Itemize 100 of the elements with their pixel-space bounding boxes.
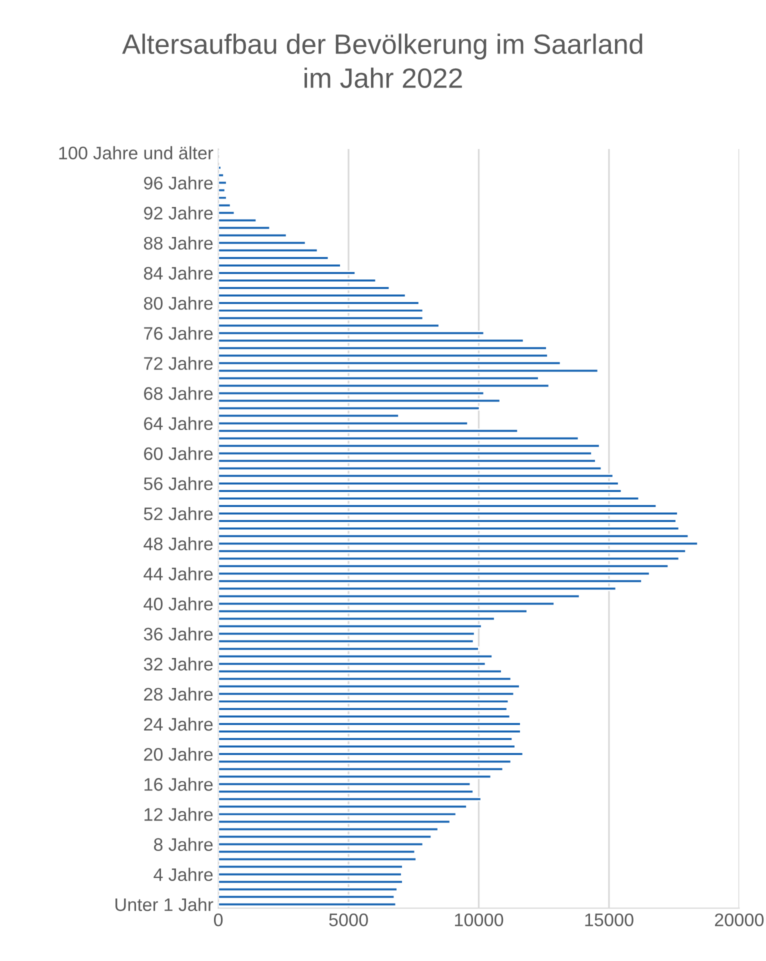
bar: [218, 360, 562, 366]
bar: [218, 511, 678, 516]
bar: [218, 390, 485, 396]
bar: [218, 474, 614, 478]
bar: [218, 466, 602, 471]
y-tick-label: 32 Jahre: [144, 657, 213, 671]
bar: [218, 496, 640, 501]
bar: [218, 458, 596, 464]
bar: [218, 638, 474, 644]
x-tick-label: 15000: [585, 913, 634, 926]
bar: [218, 518, 677, 524]
bar: [218, 879, 404, 884]
y-tick-label: 12 Jahre: [144, 808, 213, 821]
y-tick-label: 60 Jahre: [144, 446, 213, 460]
bar: [218, 323, 440, 328]
y-tick-label: 56 Jahre: [144, 476, 213, 490]
bar: [218, 534, 690, 538]
bar: [218, 541, 698, 546]
bar: [218, 398, 501, 404]
bar: [218, 308, 424, 313]
bar: [218, 842, 424, 847]
bar: [218, 413, 400, 418]
bar: [218, 902, 397, 907]
bar: [218, 428, 519, 434]
bar: [218, 240, 306, 246]
bar: [218, 195, 228, 200]
bar: [218, 804, 468, 810]
x-tick-label: 5000: [329, 913, 368, 926]
bar: [218, 744, 516, 749]
y-tick-label: 64 Jahre: [144, 416, 213, 430]
y-tick-label: 92 Jahre: [144, 206, 213, 220]
bar: [218, 353, 548, 358]
bar: [218, 225, 271, 230]
bar: [218, 368, 599, 374]
bar: [218, 218, 258, 223]
bar: [218, 736, 514, 742]
y-tick-label: Unter 1 Jahr: [116, 898, 214, 912]
bar: [218, 286, 390, 290]
bar: [218, 202, 232, 208]
bar: [218, 263, 342, 268]
bar: [218, 172, 224, 178]
bar: [218, 676, 512, 682]
bar: [218, 256, 330, 260]
bar: [218, 586, 617, 592]
bar: [218, 766, 504, 772]
bar: [218, 210, 236, 216]
bar: [218, 383, 550, 388]
bar: [218, 165, 222, 170]
bar: [218, 631, 476, 636]
bar: [218, 608, 528, 614]
bar: [218, 504, 658, 508]
bar: [218, 578, 642, 584]
y-tick-label: 20 Jahre: [144, 748, 213, 761]
bar: [218, 856, 417, 862]
bar: [218, 346, 548, 351]
bar: [218, 300, 420, 306]
bar: [218, 759, 512, 764]
bar: [218, 406, 480, 411]
bar: [218, 601, 555, 606]
bar: [218, 248, 318, 253]
x-tick-label: 10000: [455, 913, 504, 926]
bar: [218, 692, 515, 696]
bar: [218, 338, 524, 344]
y-tick-label: 4 Jahre: [154, 868, 213, 882]
bar: [218, 564, 670, 569]
bar: [218, 270, 356, 276]
bar: [218, 684, 520, 689]
bar: [218, 894, 396, 900]
bar: [218, 188, 226, 193]
bar: [218, 548, 686, 554]
bar: [218, 849, 416, 854]
bar: [218, 668, 502, 674]
bar: [218, 834, 432, 840]
bar: [218, 864, 404, 870]
bar: [218, 812, 457, 817]
bar: [218, 233, 288, 238]
y-tick-label: 28 Jahre: [144, 687, 213, 701]
bar: [218, 376, 540, 381]
bar: [218, 481, 620, 486]
bar: [218, 436, 580, 441]
y-tick-label: 84 Jahre: [144, 266, 213, 280]
bar: [218, 886, 398, 892]
bar: [218, 714, 511, 719]
bar: [218, 722, 522, 726]
y-tick-label: 36 Jahre: [144, 627, 213, 641]
bar: [218, 450, 592, 456]
bar: [218, 616, 496, 622]
chart-title: Altersaufbau der Bevölkerung im Saarland im Jahr 2022: [122, 34, 642, 88]
bar: [218, 699, 510, 704]
bar: [218, 661, 486, 666]
y-tick-label: 52 Jahre: [144, 506, 213, 520]
bar: [218, 420, 469, 426]
bar: [218, 706, 508, 712]
y-tick-label: 8 Jahre: [154, 838, 213, 851]
bar: [218, 729, 522, 734]
bar: [218, 872, 402, 877]
bar: [218, 796, 482, 802]
y-tick-label: 96 Jahre: [144, 176, 213, 190]
bar: [218, 488, 622, 494]
bar: [218, 789, 474, 794]
